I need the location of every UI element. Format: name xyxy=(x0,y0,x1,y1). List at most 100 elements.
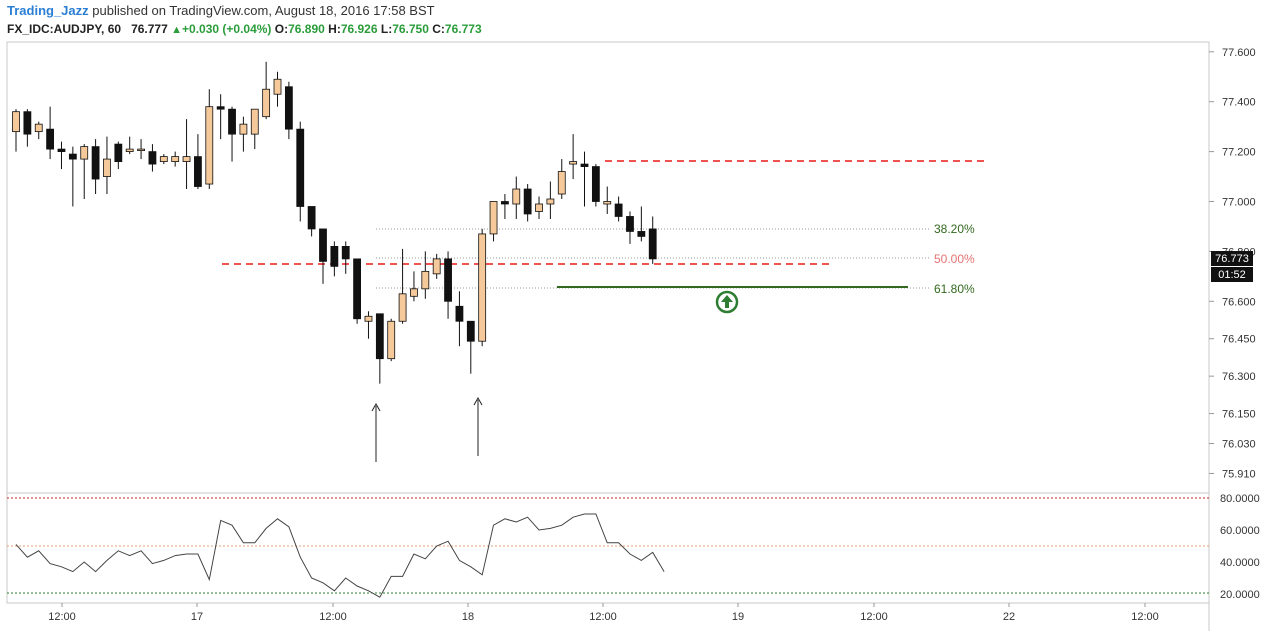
candle[interactable] xyxy=(398,248,407,324)
price-tick-label: 76.030 xyxy=(1222,439,1256,451)
candle[interactable] xyxy=(637,206,646,242)
candle[interactable] xyxy=(182,119,191,190)
candle[interactable] xyxy=(273,71,282,107)
candle[interactable] xyxy=(455,291,464,347)
candle[interactable] xyxy=(68,146,77,207)
author-link[interactable]: Trading_Jazz xyxy=(7,3,89,18)
candle-body xyxy=(182,156,191,162)
candle[interactable] xyxy=(319,228,327,284)
candle-body xyxy=(398,293,407,322)
candle[interactable] xyxy=(580,151,589,207)
candle[interactable] xyxy=(57,141,66,170)
candle[interactable] xyxy=(501,194,509,219)
oscillator-pane[interactable] xyxy=(6,492,1210,604)
candle[interactable] xyxy=(603,186,612,214)
price-axis[interactable]: 77.60077.40077.20077.00076.80076.60076.4… xyxy=(1209,47,1256,481)
candle[interactable] xyxy=(614,196,623,222)
candle[interactable] xyxy=(125,136,134,155)
chart-header: Trading_Jazz published on TradingView.co… xyxy=(0,0,1264,40)
candle[interactable] xyxy=(194,134,202,190)
change-value: +0.030 (+0.04%) xyxy=(182,22,272,36)
candle[interactable] xyxy=(387,318,396,362)
candle[interactable] xyxy=(375,313,384,384)
candle[interactable] xyxy=(466,320,475,374)
candle[interactable] xyxy=(478,228,487,347)
published-text: published on TradingView.com, August 18,… xyxy=(92,3,435,18)
candle[interactable] xyxy=(432,253,441,279)
candle[interactable] xyxy=(12,109,20,152)
candle[interactable] xyxy=(296,121,305,222)
candle-body xyxy=(353,258,362,320)
candle[interactable] xyxy=(228,106,236,162)
candle[interactable] xyxy=(262,61,271,120)
candle-body xyxy=(46,128,55,150)
candle[interactable] xyxy=(410,271,418,302)
candle-body xyxy=(114,143,123,162)
candle-body xyxy=(603,201,612,205)
candle[interactable] xyxy=(341,241,350,274)
candle[interactable] xyxy=(239,116,248,152)
candle[interactable] xyxy=(91,139,100,195)
candle[interactable] xyxy=(284,81,293,140)
close-value: 76.773 xyxy=(444,22,482,36)
candle[interactable] xyxy=(216,94,225,140)
price-tick-label: 77.400 xyxy=(1222,97,1256,109)
candle[interactable] xyxy=(546,181,555,219)
candle-body xyxy=(57,148,66,152)
candle[interactable] xyxy=(535,196,543,219)
candle[interactable] xyxy=(557,159,566,200)
price-tick-label: 76.600 xyxy=(1222,296,1256,308)
annotation-arrow-1[interactable] xyxy=(371,402,381,462)
time-axis[interactable]: 12:00 17 12:00 18 12:00 19 12:00 22 12:00 xyxy=(48,603,1159,623)
candle[interactable] xyxy=(648,216,657,264)
candle[interactable] xyxy=(205,89,214,190)
candle[interactable] xyxy=(137,139,145,160)
candle[interactable] xyxy=(46,106,55,160)
candle[interactable] xyxy=(171,151,180,167)
candle[interactable] xyxy=(148,144,157,172)
candle-body xyxy=(34,123,43,133)
candle[interactable] xyxy=(250,108,259,150)
candle[interactable] xyxy=(103,136,111,195)
annotation-arrow-2[interactable] xyxy=(473,396,483,456)
candle[interactable] xyxy=(23,109,32,147)
candle-body xyxy=(478,233,487,342)
candle[interactable] xyxy=(626,211,634,244)
time-tick-label: 17 xyxy=(191,611,203,623)
candle[interactable] xyxy=(512,176,521,219)
candle[interactable] xyxy=(307,206,316,237)
candle-body xyxy=(205,106,214,185)
candle[interactable] xyxy=(591,164,600,207)
candle[interactable] xyxy=(330,241,339,277)
candle-body xyxy=(91,146,100,180)
candle[interactable] xyxy=(569,134,578,180)
symbol-label[interactable]: FX_IDC:AUDJPY, 60 xyxy=(7,22,122,36)
osc-tick-label: 40.0000 xyxy=(1220,557,1260,569)
high-label: H: xyxy=(328,22,341,36)
candle[interactable] xyxy=(523,184,532,222)
publish-line: Trading_Jazz published on TradingView.co… xyxy=(7,3,435,18)
price-pane[interactable] xyxy=(6,41,1210,494)
current-price-tag: 76.773 01:52 xyxy=(1211,251,1253,282)
candle-body xyxy=(171,156,180,162)
price-tick-label: 77.000 xyxy=(1222,197,1256,209)
candle[interactable] xyxy=(489,201,498,242)
candle[interactable] xyxy=(421,251,430,299)
candlestick-series[interactable] xyxy=(12,61,657,384)
candle[interactable] xyxy=(159,154,168,165)
candle-body xyxy=(364,315,373,322)
candle[interactable] xyxy=(34,121,43,140)
candle[interactable] xyxy=(114,141,123,170)
candle[interactable] xyxy=(444,251,452,319)
candle[interactable] xyxy=(353,258,362,324)
candle[interactable] xyxy=(364,311,373,339)
candle-body xyxy=(341,246,350,260)
candle[interactable] xyxy=(80,144,89,200)
candle-body xyxy=(557,171,566,195)
candle-body xyxy=(432,258,441,275)
candle-body xyxy=(512,188,521,205)
time-tick-label: 19 xyxy=(732,611,744,623)
candle-body xyxy=(501,201,509,205)
oscillator-axis[interactable]: 80.0000 60.0000 40.0000 20.0000 xyxy=(1220,493,1260,601)
